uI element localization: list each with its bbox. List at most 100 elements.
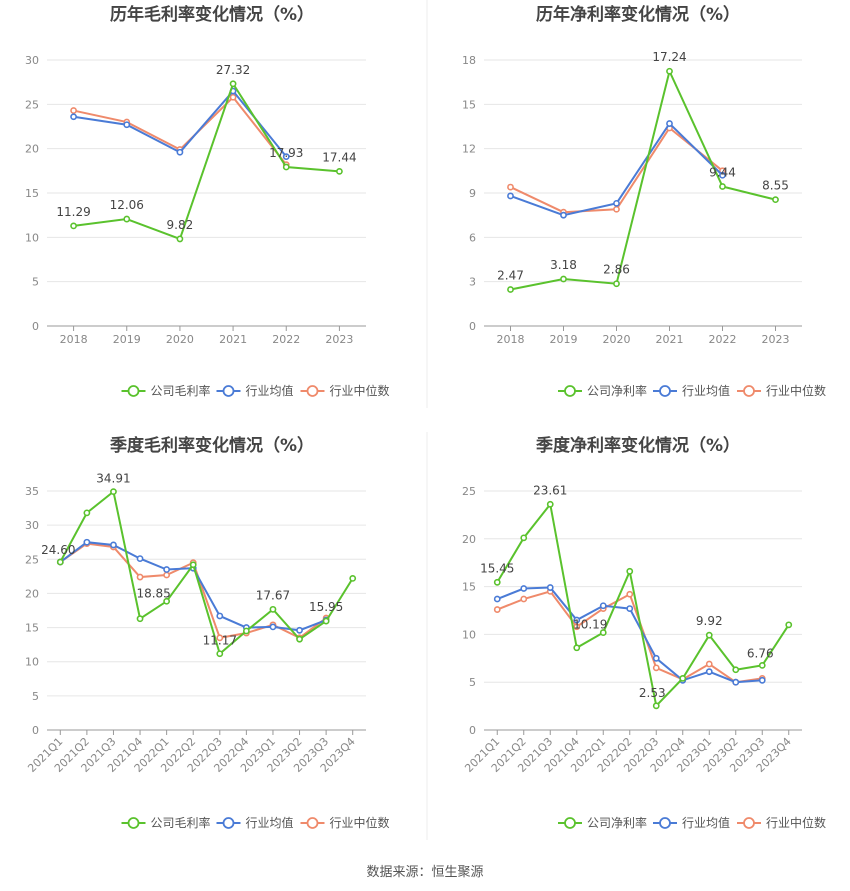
legend-item-company: 公司毛利率 <box>121 383 211 398</box>
data-point-median <box>613 205 620 213</box>
data-point-avg <box>666 120 673 127</box>
legend-label: 行业中位数 <box>766 815 826 830</box>
legend-marker-icon <box>127 817 140 829</box>
data-point-avg <box>282 153 290 161</box>
data-label: 23.61 <box>533 483 567 497</box>
data-point-company <box>546 500 554 508</box>
data-point-avg <box>216 612 224 620</box>
data-point-company <box>296 635 303 643</box>
data-point-avg <box>758 676 766 684</box>
y-tick-label: 35 <box>25 485 39 498</box>
data-point-company <box>626 567 634 575</box>
data-point-company <box>679 674 687 682</box>
data-point-median <box>520 595 528 603</box>
data-point-company <box>732 666 740 674</box>
data-point-company <box>785 621 793 629</box>
data-point-median <box>705 660 713 668</box>
data-point-company <box>322 617 330 625</box>
y-tick-label: 0 <box>469 724 476 737</box>
series-line-median <box>496 590 763 684</box>
data-point-company <box>573 644 581 652</box>
chart-title: 季度毛利率变化情况（%） <box>110 435 314 456</box>
data-point-avg <box>296 626 303 634</box>
data-point-company <box>349 575 357 582</box>
legend-label: 公司毛利率 <box>151 815 211 830</box>
data-point-company <box>772 196 779 204</box>
data-point-median <box>70 107 77 114</box>
data-label: 15.95 <box>309 600 343 614</box>
legend-label: 公司净利率 <box>587 815 647 830</box>
data-point-company <box>666 67 673 75</box>
data-label: 9.82 <box>167 218 194 232</box>
legend-item-median: 行业中位数 <box>737 815 826 830</box>
series-line-company <box>510 68 776 291</box>
y-tick-label: 0 <box>469 320 476 333</box>
chart-title: 历年毛利率变化情况（%） <box>110 4 314 25</box>
x-tick-label: 2020 <box>166 333 194 346</box>
y-tick-label: 25 <box>25 98 39 111</box>
data-label: 2.86 <box>603 263 630 277</box>
legend-marker-icon <box>659 385 671 397</box>
x-tick-label: 2018 <box>497 333 525 346</box>
x-tick-label: 2021 <box>656 333 684 346</box>
data-point-company <box>758 661 766 669</box>
data-point-company <box>216 650 224 658</box>
legend-label: 行业中位数 <box>330 815 390 830</box>
data-point-company <box>136 615 144 623</box>
y-tick-label: 3 <box>469 276 476 289</box>
series-line-avg <box>59 541 327 632</box>
data-point-company <box>163 597 171 605</box>
data-point-company <box>493 578 501 586</box>
data-point-median <box>652 664 660 672</box>
legend-item-median: 行业中位数 <box>300 815 390 830</box>
data-point-company <box>599 629 607 636</box>
x-tick-label: 2018 <box>60 333 88 346</box>
data-label: 17.93 <box>269 146 303 160</box>
data-point-company <box>110 488 117 496</box>
series-line-company <box>73 81 340 241</box>
legend-item-avg: 行业均值 <box>216 383 294 398</box>
y-tick-label: 5 <box>469 676 476 689</box>
data-label: 11.17 <box>203 634 237 648</box>
y-tick-label: 10 <box>25 231 39 244</box>
data-point-avg <box>493 595 501 603</box>
chart-title: 历年净利率变化情况（%） <box>536 4 740 25</box>
data-point-median <box>626 590 634 598</box>
x-tick-label: 2022 <box>272 333 300 346</box>
y-tick-label: 20 <box>462 533 476 546</box>
data-point-avg <box>163 566 171 573</box>
data-point-avg <box>573 616 581 624</box>
data-point-company <box>282 163 290 171</box>
data-point-avg <box>70 113 77 121</box>
data-point-company <box>229 80 237 88</box>
y-tick-label: 15 <box>25 187 39 200</box>
legend-item-avg: 行业均值 <box>653 815 730 830</box>
y-tick-label: 5 <box>32 276 39 289</box>
y-tick-label: 6 <box>469 231 476 244</box>
legend-label: 行业中位数 <box>330 383 390 398</box>
data-point-company <box>507 286 514 293</box>
data-point-avg <box>546 584 554 591</box>
legend-item-median: 行业中位数 <box>737 383 826 398</box>
data-point-company <box>560 275 567 283</box>
data-source: 数据来源：恒生聚源 <box>366 865 483 880</box>
data-label: 8.55 <box>762 179 789 193</box>
data-point-company <box>652 702 660 710</box>
y-tick-label: 30 <box>25 519 39 532</box>
data-point-company <box>336 167 343 175</box>
series-line-company <box>59 489 354 656</box>
data-point-median <box>507 183 514 191</box>
data-label: 18.85 <box>136 586 170 600</box>
y-tick-label: 15 <box>462 581 476 594</box>
data-point-avg <box>83 538 91 546</box>
legend-item-company: 公司净利率 <box>558 815 647 830</box>
legend-marker-icon <box>564 385 576 397</box>
data-point-company <box>242 627 250 635</box>
data-point-median <box>136 573 144 581</box>
data-point-avg <box>269 623 277 631</box>
data-point-median <box>229 93 237 101</box>
y-tick-label: 30 <box>25 54 39 67</box>
data-point-company <box>520 534 528 542</box>
data-label: 15.45 <box>480 561 514 575</box>
